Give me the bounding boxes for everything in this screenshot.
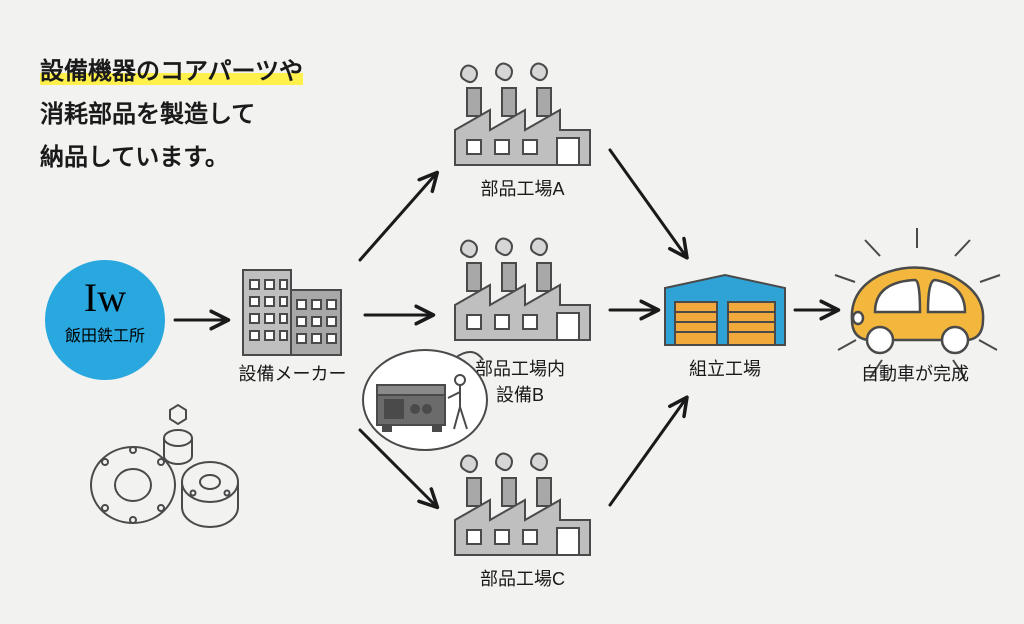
arrow-factoryC-to-assembly <box>610 400 685 505</box>
arrow-maker-to-factoryC <box>360 430 435 505</box>
arrow-factoryA-to-assembly <box>610 150 685 255</box>
arrow-maker-to-factoryA <box>360 175 435 260</box>
arrows-layer <box>0 0 1024 624</box>
diagram-canvas: 設備機器のコアパーツや 消耗部品を製造して 納品しています。 Iw 飯田鉄工所 <box>0 0 1024 624</box>
